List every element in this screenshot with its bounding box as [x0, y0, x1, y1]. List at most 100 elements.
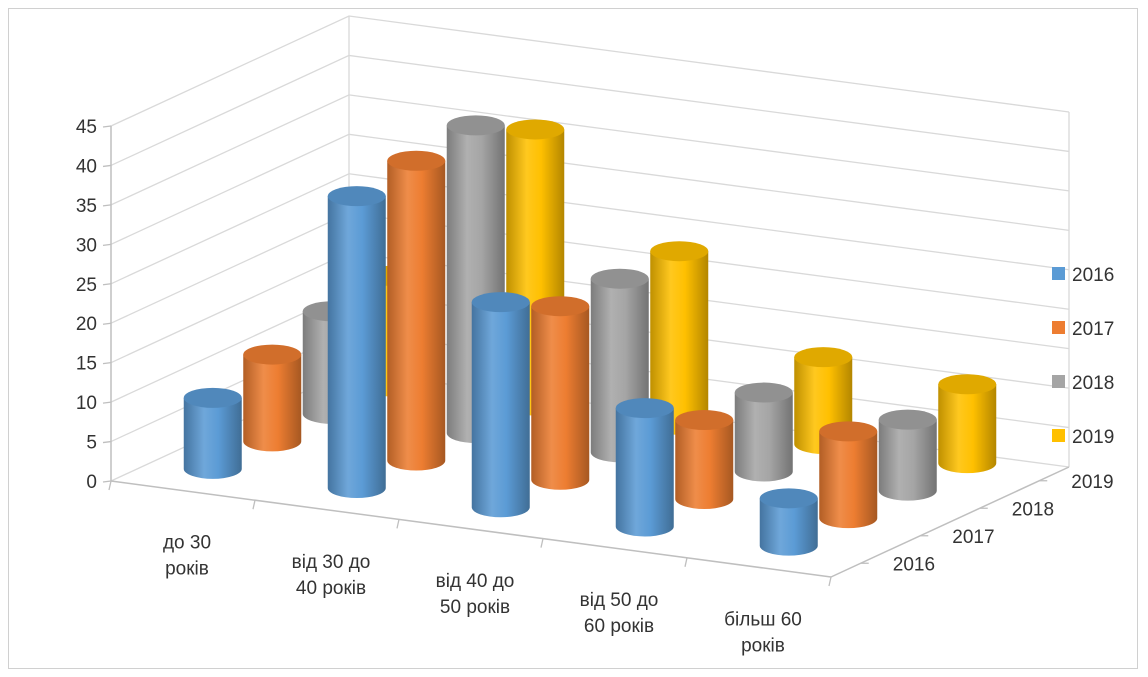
bar-top	[590, 268, 649, 289]
bar-body	[243, 354, 302, 452]
x-tick-mark	[828, 576, 832, 587]
bar-body	[615, 408, 674, 537]
bar	[734, 382, 793, 482]
bar-body	[471, 302, 530, 518]
y-tick-mark	[102, 283, 112, 286]
bar-top	[446, 115, 505, 136]
x-tick-label: більш 60 років	[724, 609, 802, 656]
y-tick-label: 25	[76, 275, 97, 296]
depth-tick-label: 2019	[1071, 472, 1113, 493]
legend-swatch	[1052, 375, 1065, 388]
y-tick-label: 35	[76, 196, 97, 217]
bar-body	[531, 306, 590, 490]
bar-top	[819, 421, 878, 442]
y-tick-mark	[102, 164, 112, 168]
y-tick-label: 15	[76, 354, 97, 375]
bar-top	[327, 186, 386, 207]
bar	[183, 387, 242, 479]
bar-body	[938, 384, 997, 474]
y-tick-label: 0	[86, 472, 97, 493]
y-tick-mark	[102, 480, 112, 483]
legend-label: 2017	[1072, 319, 1114, 340]
gridline	[110, 212, 1070, 324]
gridline	[110, 54, 1070, 167]
bar-body	[878, 419, 937, 501]
bar-top	[650, 241, 709, 262]
x-tick-label: від 40 до 50 років	[436, 571, 515, 618]
legend-label: 2019	[1072, 427, 1114, 448]
bar-body	[675, 420, 734, 509]
x-tick-label: до 30 років	[163, 533, 211, 580]
bar-top	[794, 347, 853, 368]
bar	[615, 398, 674, 537]
legend-swatch	[1052, 321, 1065, 334]
bar-body	[759, 498, 818, 556]
bar	[878, 409, 937, 501]
y-tick-mark	[102, 204, 112, 207]
bars	[183, 115, 997, 556]
legend-swatch	[1052, 267, 1065, 280]
y-tick-label: 5	[86, 433, 97, 454]
gridline	[110, 173, 1070, 285]
bar-top	[878, 409, 937, 430]
gridline	[110, 251, 1070, 364]
bar	[938, 374, 997, 474]
x-tick-label: від 50 до 60 років	[580, 590, 659, 637]
y-tick-label: 20	[76, 314, 97, 335]
bar-body	[327, 196, 386, 499]
bar-top	[506, 119, 565, 140]
gridline	[110, 94, 1070, 206]
bar-top	[531, 296, 590, 317]
y-tick-mark	[102, 362, 112, 365]
x-tick-mark	[396, 519, 400, 529]
chart-canvas: 0 5 10 15 20 25 30 35 40 45 до 30 років від 30 до 40…	[76, 15, 1114, 657]
bar-top	[938, 374, 997, 395]
y-tick-label: 30	[76, 235, 97, 256]
bar-body	[387, 160, 446, 471]
axes	[102, 125, 1070, 587]
bar-top	[471, 292, 530, 313]
bar	[650, 241, 709, 435]
y-tick-label: 40	[76, 156, 97, 177]
y-tick-mark	[102, 322, 112, 325]
x-tick-label: від 30 до 40 років	[292, 552, 371, 599]
x-tick-mark	[252, 500, 256, 510]
bar	[759, 488, 818, 556]
depth-tick-label: 2017	[952, 527, 994, 548]
y-axis-tick-labels: 0 5 10 15 20 25 30 35 40 45	[76, 117, 97, 493]
y-tick-label: 10	[76, 393, 97, 414]
y-tick-label: 45	[76, 117, 97, 138]
bar	[327, 186, 386, 499]
y-tick-mark	[102, 401, 112, 404]
bar-body	[650, 251, 709, 435]
x-axis-tick-labels: до 30 років від 30 до 40 років від 40 до 50 р…	[163, 533, 802, 657]
x-tick-mark	[108, 480, 112, 491]
y-tick-mark	[102, 125, 112, 128]
gridline	[110, 15, 1070, 127]
bar-body	[819, 431, 878, 529]
bar	[531, 296, 590, 490]
bar-top	[759, 488, 818, 509]
x-axis-line	[110, 480, 832, 578]
bar	[243, 344, 302, 452]
bar-top	[387, 150, 446, 171]
gridline	[110, 133, 1070, 245]
depth-axis-line	[830, 466, 1070, 578]
y-tick-mark	[102, 440, 112, 444]
bar	[675, 410, 734, 509]
bar	[819, 421, 878, 529]
legend-label: 2018	[1072, 373, 1114, 394]
bar-top	[615, 398, 674, 419]
bar	[471, 292, 530, 518]
legend: 2016 2017 2018 2019	[1052, 265, 1114, 448]
legend-label: 2016	[1072, 265, 1114, 286]
bar-body	[734, 392, 793, 482]
bar-top	[675, 410, 734, 431]
depth-tick-label: 2016	[893, 554, 935, 575]
y-tick-mark	[102, 243, 112, 246]
legend-swatch	[1052, 429, 1065, 442]
x-tick-mark	[540, 538, 544, 548]
bar	[387, 150, 446, 471]
chart-area: 0 5 10 15 20 25 30 35 40 45 до 30 років від 30 до 40…	[8, 8, 1138, 669]
bar-top	[183, 387, 242, 408]
